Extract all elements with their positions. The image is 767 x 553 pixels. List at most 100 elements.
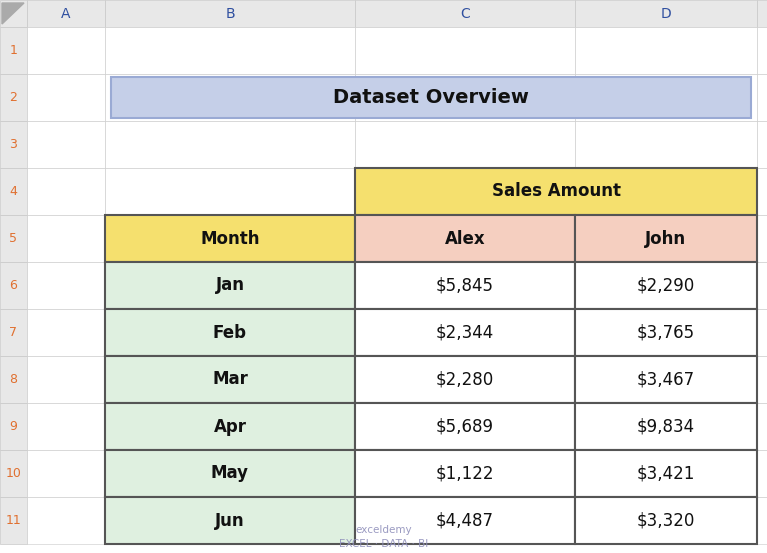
Bar [105,309,355,356]
Bar [355,168,757,215]
Bar [0,168,27,215]
Text: 9: 9 [9,420,18,433]
Bar [355,121,575,168]
Bar [27,403,105,450]
Bar [27,356,105,403]
Text: exceldemy
EXCEL · DATA · BI: exceldemy EXCEL · DATA · BI [339,525,428,549]
Bar [0,450,27,497]
Text: Alex: Alex [445,229,486,248]
Bar [575,168,757,215]
Text: D: D [660,7,671,20]
Bar [575,450,757,497]
Text: 4: 4 [9,185,18,198]
Bar [27,27,105,74]
Bar [355,0,575,27]
Bar [0,121,27,168]
Bar [575,497,757,544]
Text: $3,320: $3,320 [637,512,695,530]
Bar [105,74,355,121]
Bar [575,262,757,309]
Bar [105,497,355,544]
Text: 3: 3 [9,138,18,151]
Bar [575,215,757,262]
Text: 5: 5 [9,232,18,245]
Bar [27,0,105,27]
Bar [355,74,575,121]
Text: Apr: Apr [213,418,246,436]
Bar [105,168,355,215]
Bar [757,497,767,544]
Text: $3,467: $3,467 [637,371,695,389]
Bar [105,121,355,168]
Bar [757,168,767,215]
Text: $3,765: $3,765 [637,324,695,342]
Bar [105,403,355,450]
Bar [0,215,27,262]
Bar [0,74,27,121]
Bar [355,403,575,450]
Bar [355,168,575,215]
Text: May: May [211,465,249,483]
Text: A: A [61,7,71,20]
Text: 6: 6 [9,279,18,292]
Bar [105,403,355,450]
Bar [575,215,757,262]
Text: 2: 2 [9,91,18,104]
Bar [355,356,575,403]
Bar [757,403,767,450]
Text: Jan: Jan [216,276,245,295]
Bar [757,27,767,74]
Text: Jun: Jun [216,512,245,530]
Bar [575,121,757,168]
Bar [355,309,575,356]
Bar [355,403,575,450]
Bar [575,403,757,450]
Bar [757,0,767,27]
Bar [0,356,27,403]
Bar [575,74,757,121]
Bar [105,309,355,356]
Text: 10: 10 [5,467,21,480]
Bar [105,450,355,497]
Bar [27,121,105,168]
Bar [575,0,757,27]
Bar [0,497,27,544]
Bar [105,356,355,403]
Bar [111,77,751,118]
Bar [757,121,767,168]
Bar [355,497,575,544]
Text: $9,834: $9,834 [637,418,695,436]
Text: C: C [460,7,470,20]
Bar [27,497,105,544]
Bar [355,309,575,356]
Bar [105,497,355,544]
Bar [575,27,757,74]
Bar [575,497,757,544]
Bar [575,309,757,356]
Text: Dataset Overview: Dataset Overview [333,88,529,107]
Text: $4,487: $4,487 [436,512,494,530]
Bar [575,403,757,450]
Bar [0,27,27,74]
Bar [105,27,355,74]
Bar [27,215,105,262]
Text: Sales Amount: Sales Amount [492,182,621,201]
Bar [27,450,105,497]
Bar [757,309,767,356]
Bar [575,356,757,403]
Text: 1: 1 [9,44,18,57]
Text: B: B [225,7,235,20]
Bar [757,450,767,497]
Text: Feb: Feb [213,324,247,342]
Bar [0,309,27,356]
Bar [355,450,575,497]
Bar [27,74,105,121]
Bar [757,74,767,121]
Bar [105,215,355,262]
Bar [355,450,575,497]
Bar [575,450,757,497]
Text: 8: 8 [9,373,18,386]
Text: $2,290: $2,290 [637,276,695,295]
Text: $1,122: $1,122 [436,465,494,483]
Text: 7: 7 [9,326,18,339]
